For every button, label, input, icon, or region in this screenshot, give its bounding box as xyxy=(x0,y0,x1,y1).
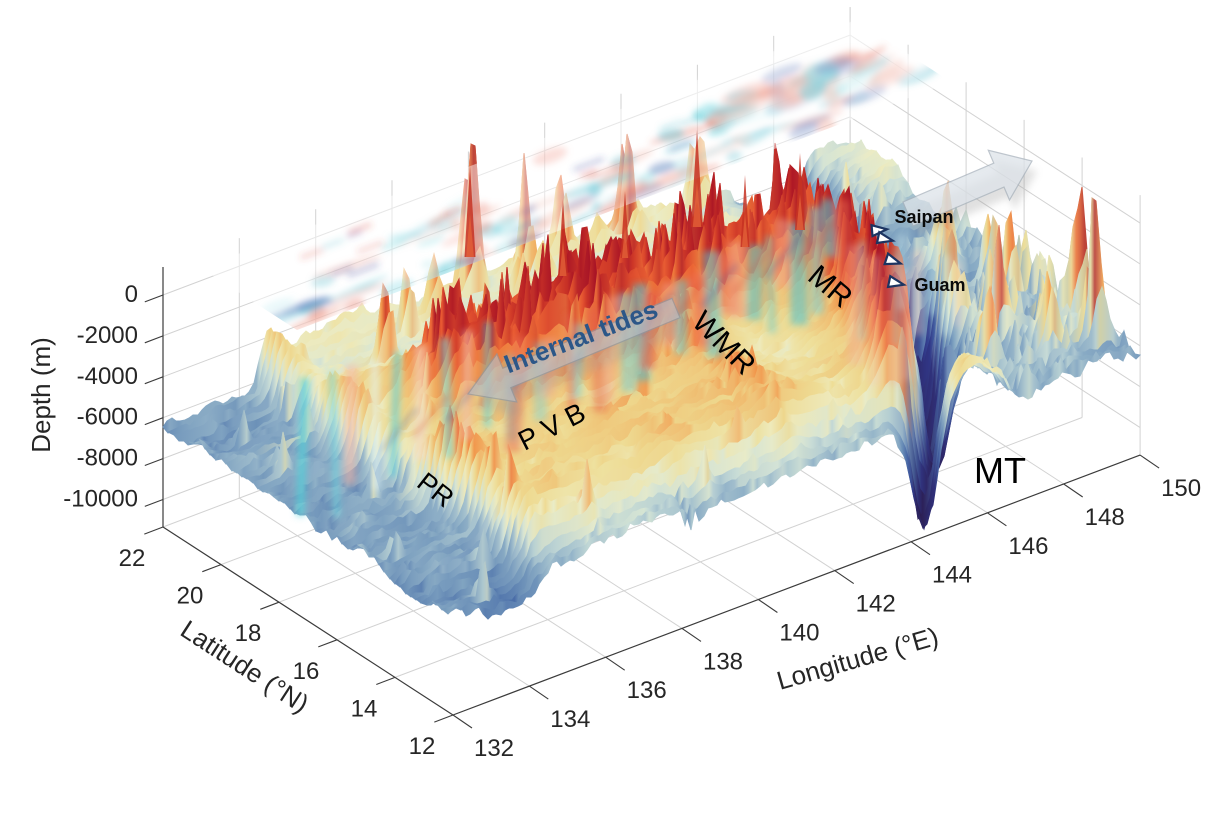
svg-text:-2000: -2000 xyxy=(77,322,138,349)
svg-text:-10000: -10000 xyxy=(63,486,138,513)
svg-text:146: 146 xyxy=(1008,533,1048,560)
svg-text:Depth (m): Depth (m) xyxy=(26,337,56,453)
svg-text:150: 150 xyxy=(1161,475,1201,502)
svg-text:18: 18 xyxy=(235,620,262,647)
svg-text:144: 144 xyxy=(932,562,972,589)
svg-text:20: 20 xyxy=(177,583,204,610)
svg-text:12: 12 xyxy=(409,733,436,760)
svg-text:Saipan: Saipan xyxy=(894,207,953,227)
svg-text:-6000: -6000 xyxy=(77,404,138,431)
svg-text:MT: MT xyxy=(974,450,1026,491)
svg-text:0: 0 xyxy=(125,281,138,308)
svg-text:134: 134 xyxy=(550,706,590,733)
svg-text:140: 140 xyxy=(779,620,819,647)
svg-text:138: 138 xyxy=(703,648,743,675)
svg-text:136: 136 xyxy=(627,677,667,704)
svg-text:14: 14 xyxy=(351,695,378,722)
svg-text:22: 22 xyxy=(119,545,146,572)
svg-text:16: 16 xyxy=(293,658,320,685)
svg-text:-4000: -4000 xyxy=(77,363,138,390)
svg-text:148: 148 xyxy=(1085,504,1125,531)
svg-text:Guam: Guam xyxy=(914,275,965,295)
svg-text:-8000: -8000 xyxy=(77,445,138,472)
svg-text:132: 132 xyxy=(474,735,514,762)
svg-text:142: 142 xyxy=(856,591,896,618)
